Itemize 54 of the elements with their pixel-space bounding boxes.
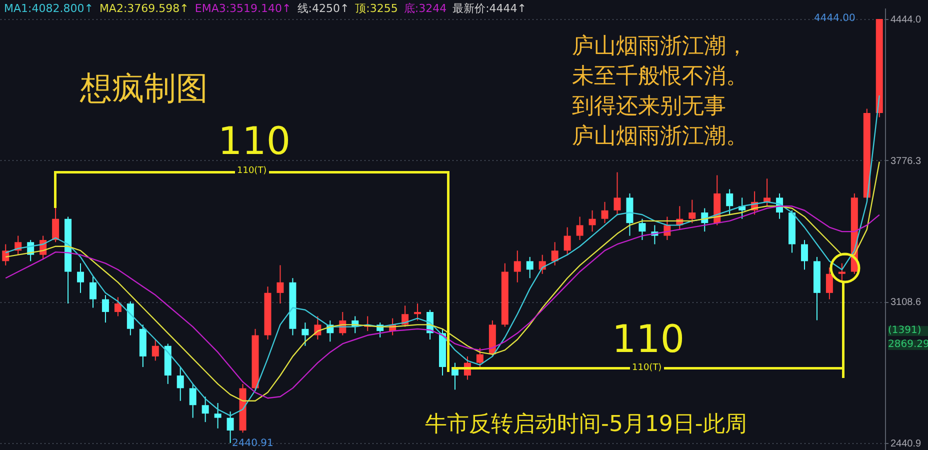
annotation: 110 (612, 317, 685, 361)
candlestick (226, 410, 234, 444)
annotation: 顶:3255 (355, 2, 398, 15)
annotation: 最新价:4444↑ (452, 2, 526, 15)
candlestick (564, 226, 571, 256)
text: MA2:3769.598↑ (99, 2, 189, 15)
candlestick (526, 256, 534, 279)
candlestick (576, 216, 584, 241)
candlestick (601, 201, 608, 224)
annotation: 到得还来别无事 (572, 94, 726, 119)
candlestick (152, 339, 159, 362)
candlestick (551, 242, 558, 266)
candlestick (189, 383, 196, 418)
candlestick (202, 396, 209, 423)
candlestick (414, 303, 422, 321)
candlestick (800, 240, 808, 270)
y-tick-label: 2440.9 (890, 438, 922, 450)
candlestick (726, 188, 734, 216)
y-tick-label: 3776.3 (890, 156, 922, 167)
candlestick (588, 210, 596, 232)
candlestick (638, 218, 646, 241)
candlestick (614, 172, 621, 216)
candlestick (764, 178, 771, 207)
annotation: 庐山烟雨浙江潮。 (572, 124, 748, 149)
candlestick (276, 264, 284, 304)
text: EMA3:3519.140↑ (194, 2, 292, 15)
annotation: 110 (218, 119, 291, 163)
candlestick (826, 267, 833, 300)
annotation: 110(T) (235, 166, 269, 176)
candlestick (90, 275, 96, 308)
candlestick (302, 322, 309, 346)
annotation: 110(T) (630, 363, 664, 373)
annotation: 线:4250↑ (297, 2, 350, 15)
candlestick (102, 294, 109, 324)
y-tick-label: 4444.0 (890, 14, 922, 26)
candlestick (176, 366, 184, 402)
annotation: 牛市反转启动时间-5月19日-此周 (425, 412, 747, 437)
candlestick (514, 250, 521, 283)
annotation: 庐山烟雨浙江潮， (572, 34, 748, 59)
annotation: 底:3244 (404, 2, 447, 15)
candlestick (476, 347, 484, 368)
annotation: 4444.00 (814, 13, 856, 24)
text: (1391) (888, 325, 928, 336)
candlestick (114, 296, 122, 317)
annotation: 2440.91 (232, 438, 274, 449)
candlestick (314, 316, 322, 340)
candlestick (77, 262, 84, 294)
text: MA1:4082.800↑ (4, 2, 94, 15)
annotation: 未至千般恨不消。 (572, 64, 748, 89)
candlestick (214, 402, 222, 429)
y-tick-label: 3108.6 (890, 297, 922, 308)
candlestick (838, 262, 846, 283)
annotation: 想疯制图 (80, 69, 208, 107)
candlestick (688, 199, 696, 224)
